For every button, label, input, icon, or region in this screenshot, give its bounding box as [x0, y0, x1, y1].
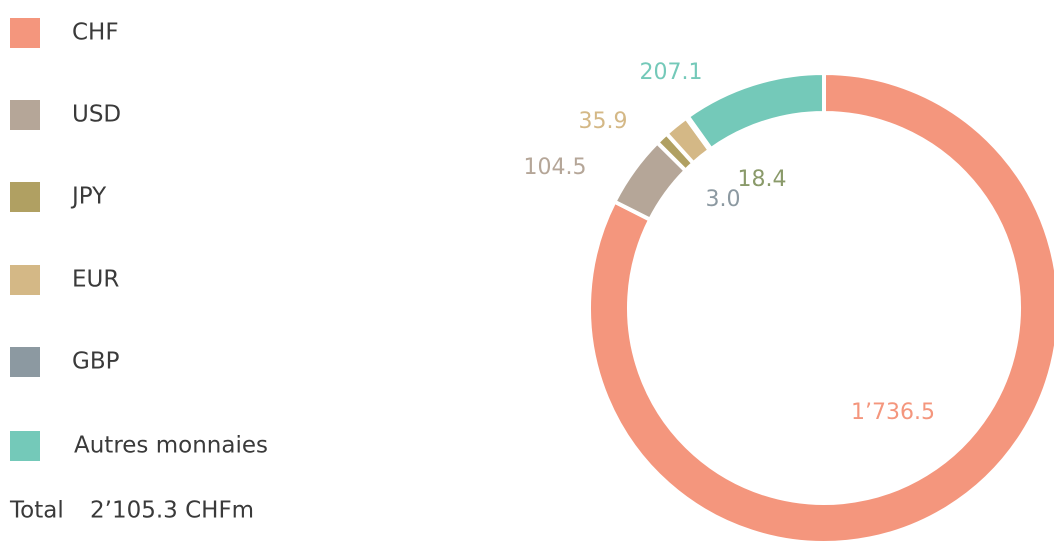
- total-label: Total: [9, 498, 64, 524]
- legend-swatch: [10, 431, 40, 461]
- value-label: 18.4: [738, 167, 787, 192]
- legend-label: JPY: [70, 184, 107, 210]
- legend-swatch: [10, 347, 40, 377]
- total-value: 2’105.3 CHFm: [90, 498, 254, 524]
- value-label: 1’736.5: [851, 400, 935, 425]
- legend-label: EUR: [72, 267, 119, 293]
- legend-swatch: [10, 18, 40, 48]
- legend-label: CHF: [72, 20, 119, 46]
- legend-label: GBP: [72, 349, 120, 375]
- legend-swatch: [10, 182, 40, 212]
- legend-swatch: [10, 100, 40, 130]
- donut-slice: [587, 70, 1054, 544]
- value-label: 35.9: [579, 109, 628, 134]
- value-label: 3.0: [706, 187, 741, 212]
- donut-slice: [685, 70, 826, 152]
- legend-label: Autres monnaies: [74, 433, 268, 459]
- legend-swatch: [10, 265, 40, 295]
- legend-label: USD: [72, 102, 121, 128]
- value-label: 207.1: [640, 60, 703, 85]
- value-label: 104.5: [524, 155, 587, 180]
